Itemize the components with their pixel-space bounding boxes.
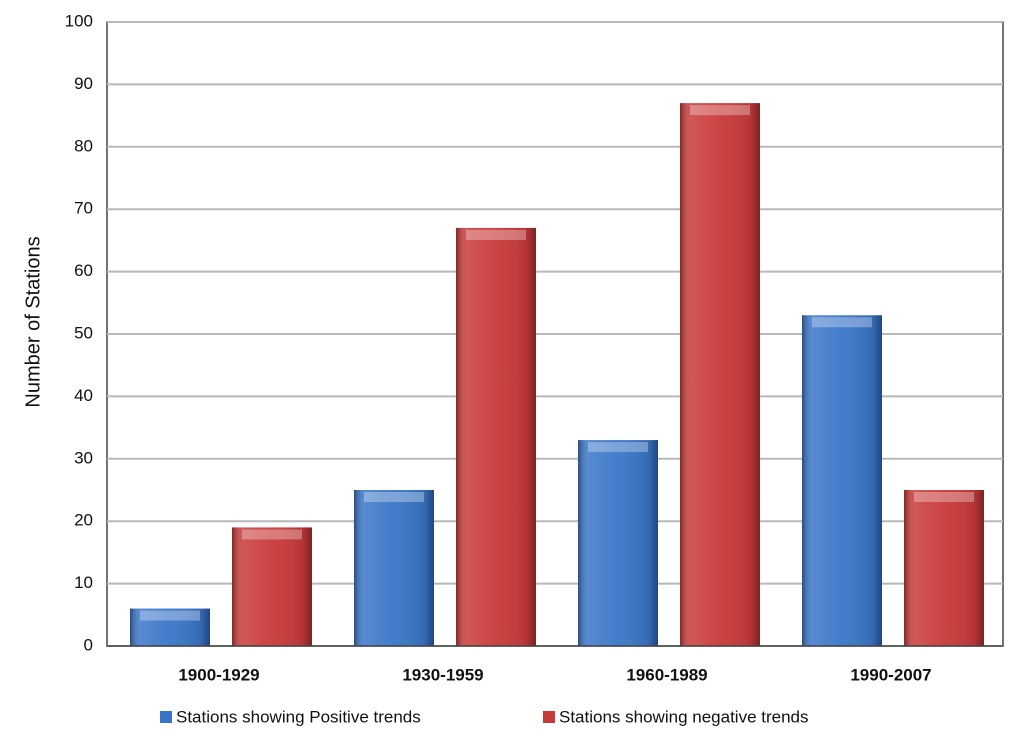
x-tick-label: 1930-1959 bbox=[402, 665, 483, 684]
y-tick-label: 70 bbox=[74, 199, 93, 218]
y-tick-label: 100 bbox=[65, 11, 93, 30]
x-tick-label: 1990-2007 bbox=[850, 665, 931, 684]
bar-shading bbox=[456, 227, 536, 647]
bar-shading bbox=[904, 490, 984, 646]
bar-cap bbox=[588, 442, 648, 453]
legend-label: Stations showing negative trends bbox=[559, 707, 809, 726]
bar-shading bbox=[354, 490, 434, 646]
x-tick-label: 1960-1989 bbox=[626, 665, 707, 684]
bar-cap bbox=[364, 492, 424, 502]
y-tick-label: 50 bbox=[74, 323, 93, 342]
bar-cap bbox=[140, 610, 200, 621]
x-tick-label: 1900-1929 bbox=[178, 665, 259, 684]
bar-cap bbox=[466, 229, 526, 240]
y-tick-label: 60 bbox=[74, 261, 93, 280]
bar-shading bbox=[680, 103, 760, 647]
legend-swatch bbox=[160, 711, 172, 723]
bar-cap bbox=[812, 317, 872, 328]
bar-shading bbox=[802, 315, 882, 646]
bar-cap bbox=[690, 105, 750, 116]
bar-cap bbox=[914, 492, 974, 502]
y-tick-label: 90 bbox=[74, 74, 93, 93]
bar-shading bbox=[232, 527, 312, 646]
y-tick-label: 0 bbox=[84, 635, 93, 654]
bar-cap bbox=[242, 529, 302, 540]
y-tick-label: 30 bbox=[74, 448, 93, 467]
bar-shading bbox=[578, 440, 658, 646]
y-tick-label: 40 bbox=[74, 386, 93, 405]
y-tick-label: 80 bbox=[74, 136, 93, 155]
y-tick-label: 10 bbox=[74, 573, 93, 592]
legend-swatch bbox=[543, 711, 555, 723]
y-tick-label: 20 bbox=[74, 511, 93, 530]
legend-label: Stations showing Positive trends bbox=[176, 707, 421, 726]
bar-shading bbox=[130, 608, 210, 646]
y-axis-title: Number of Stations bbox=[22, 236, 44, 407]
